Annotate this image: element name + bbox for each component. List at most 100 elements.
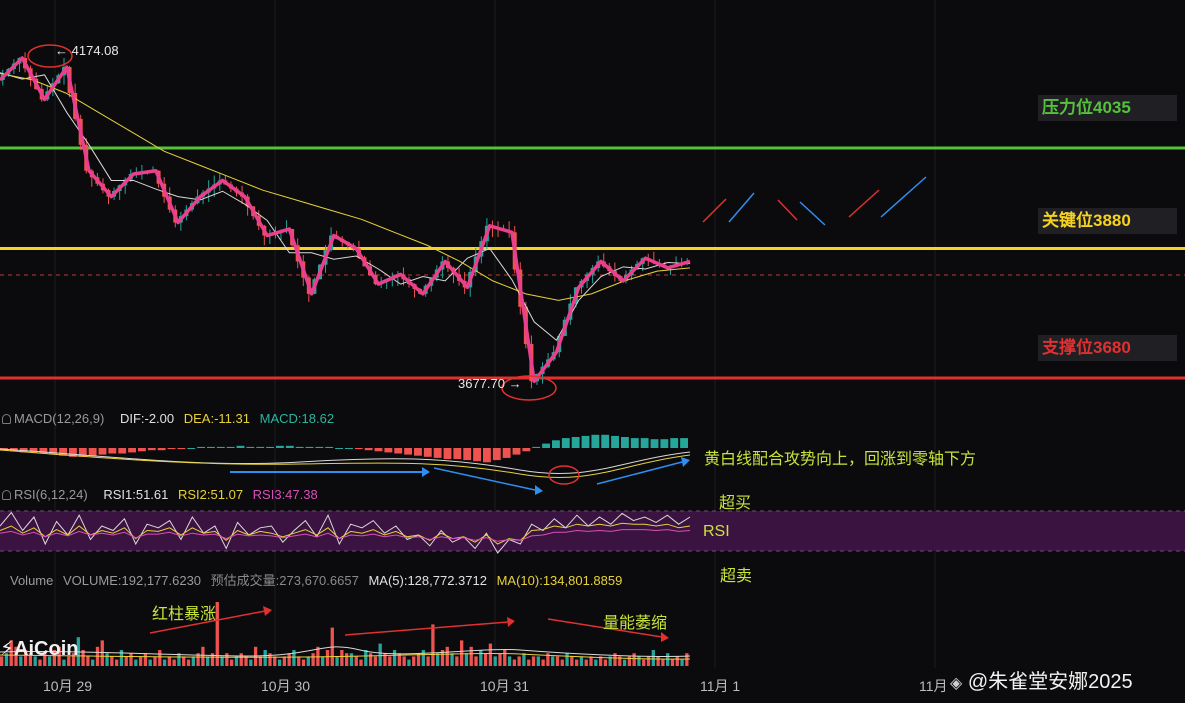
- volume-bar: [570, 656, 574, 666]
- bell-icon[interactable]: [2, 414, 11, 424]
- volume-bar: [206, 656, 210, 666]
- macd-bar: [147, 448, 156, 451]
- volume-bar: [392, 650, 397, 666]
- macd-bar: [108, 448, 117, 454]
- volume-bar: [651, 650, 655, 666]
- volume-bar: [148, 659, 152, 666]
- volume-bar: [450, 653, 454, 666]
- macd-bar: [660, 439, 669, 448]
- macd-bar: [561, 438, 570, 448]
- volume-bar: [445, 646, 449, 666]
- macd-bar: [581, 435, 590, 448]
- macd-bar: [542, 443, 550, 448]
- projection-line: [880, 176, 927, 218]
- volume-bar: [292, 650, 296, 666]
- volume-bar: [86, 656, 90, 666]
- volume-bar: [579, 656, 584, 666]
- volume-ma5-line: [0, 646, 691, 657]
- volume-bar: [373, 656, 378, 666]
- macd-header-title: MACD(12,26,9): [0, 411, 110, 426]
- arrow-icon: [422, 467, 430, 477]
- volume-bar: [249, 659, 253, 666]
- macd-bar: [680, 438, 688, 448]
- high-price-label: ← 4174.08: [55, 43, 119, 58]
- volume-bar: [71, 653, 76, 666]
- zigzag-line: [0, 56, 691, 384]
- rsi-line-rsi24: [0, 529, 691, 542]
- macd-dea-line: [0, 449, 691, 478]
- volume-bar: [153, 656, 157, 666]
- volume-bar: [680, 659, 684, 666]
- volume-bar: [225, 653, 229, 666]
- macd-bar: [601, 434, 610, 448]
- volume-bar: [479, 650, 483, 666]
- volume-bar: [397, 653, 401, 666]
- volume-bar: [603, 659, 608, 666]
- support-level-label: 支撑位3680: [1038, 335, 1177, 361]
- volume-bar: [220, 656, 224, 666]
- volume-bar: [407, 659, 411, 666]
- volume-bar: [172, 659, 176, 666]
- volume-bar: [364, 650, 368, 666]
- volume-bar: [536, 656, 540, 666]
- volume-bar: [91, 659, 95, 666]
- volume-header: Volume VOLUME:192,177.6230 预估成交量:273,670…: [0, 572, 628, 590]
- volume-name: Volume: [10, 573, 54, 588]
- macd-bar: [364, 448, 373, 451]
- macd-bar: [611, 435, 619, 448]
- volume-bar: [268, 653, 272, 666]
- volume-bar: [14, 646, 18, 666]
- macd-bar: [473, 448, 481, 462]
- volume-bar: [0, 656, 4, 666]
- volume-bar: [589, 656, 593, 666]
- macd-bar: [315, 446, 324, 448]
- volume-bar: [62, 659, 66, 666]
- volume-bar: [541, 659, 545, 666]
- macd-bar: [49, 448, 58, 455]
- volume-bar: [637, 656, 641, 666]
- volume-arrow-line: [149, 610, 266, 634]
- volume-bar: [23, 650, 28, 666]
- volume-bar: [124, 656, 128, 666]
- volume-bar: [230, 659, 234, 666]
- volume-bar: [67, 656, 71, 666]
- low-price-value: 3677.70: [458, 376, 505, 391]
- volume-bar: [239, 653, 243, 666]
- aicoin-logo: ⚡AiCoin: [0, 636, 78, 661]
- high-price-value: 4174.08: [71, 43, 119, 58]
- volume-bar: [134, 659, 138, 666]
- volume-bar: [359, 659, 363, 666]
- volume-bar: [321, 656, 325, 666]
- volume-bar: [426, 656, 430, 666]
- volume-bar: [115, 659, 119, 666]
- macd-bar: [59, 448, 67, 456]
- volume-bar: [522, 653, 526, 666]
- rsi1-value: RSI1:51.61: [103, 487, 169, 502]
- volume-bar: [81, 650, 85, 666]
- volume-bar: [498, 653, 502, 666]
- volume-value: VOLUME:192,177.6230: [63, 573, 202, 588]
- projection-line: [848, 189, 880, 218]
- volume-arrow-line: [547, 618, 663, 638]
- bell-icon[interactable]: [2, 490, 11, 500]
- macd-bar: [118, 448, 127, 454]
- volume-bar: [622, 659, 627, 666]
- volume-bar: [460, 640, 464, 666]
- volume-bar: [105, 653, 109, 666]
- macd-bar: [463, 448, 472, 461]
- volume-bar: [196, 653, 200, 666]
- macd-bar: [483, 448, 491, 463]
- volume-bar: [608, 656, 612, 666]
- volume-bar: [455, 656, 459, 666]
- key-level-label: 关键位3880: [1038, 208, 1177, 234]
- rsi3-value: RSI3:47.38: [252, 487, 318, 502]
- macd-bar: [138, 448, 146, 452]
- volume-bar: [234, 656, 239, 666]
- x-tick: 11月: [919, 678, 948, 694]
- arrow-icon: [661, 632, 669, 642]
- logo-mark-icon: ⚡: [0, 638, 15, 660]
- macd-bar: [354, 448, 363, 450]
- macd-bar: [571, 437, 580, 448]
- macd-bar: [285, 445, 294, 448]
- volume-bar: [670, 659, 675, 666]
